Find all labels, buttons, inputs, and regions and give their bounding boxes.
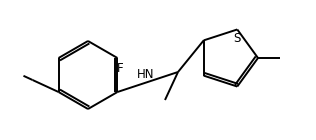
Text: HN: HN [137, 67, 155, 80]
Text: S: S [234, 32, 241, 45]
Text: F: F [117, 61, 124, 74]
